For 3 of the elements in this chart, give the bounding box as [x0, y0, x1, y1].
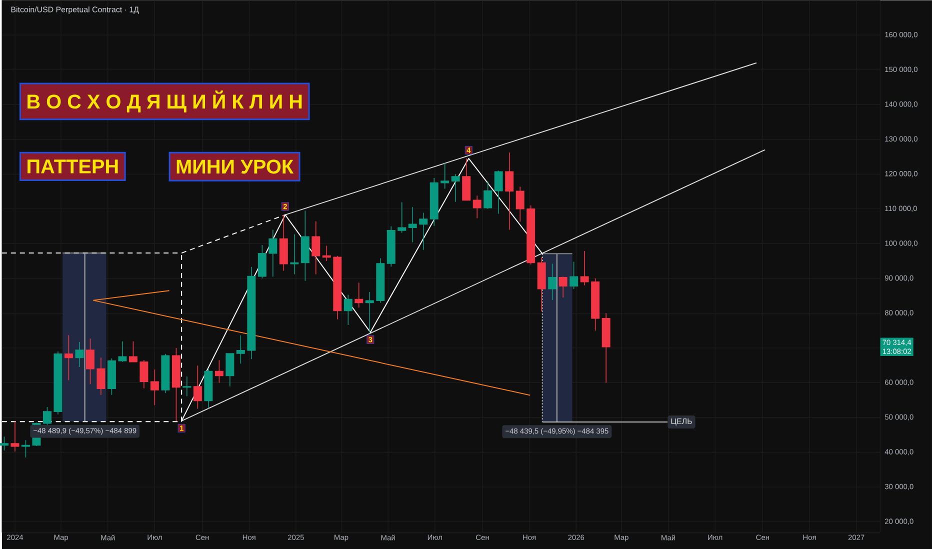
annotation: В О С Х О Д Я Щ И Й К Л И Н — [28, 90, 302, 112]
annotation: МИНИ УРОК — [176, 160, 294, 174]
annotation: ПАТТЕРН — [28, 160, 118, 174]
